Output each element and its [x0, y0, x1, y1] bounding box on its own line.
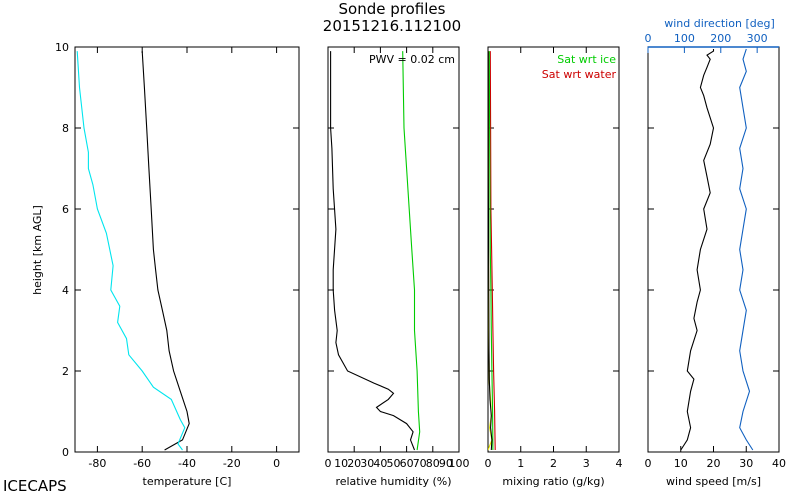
- series-line-4: [488, 51, 493, 451]
- series-line-2: [488, 51, 494, 451]
- panel-4: 0 10 20 30 40 wind speed [m/s] 0 100 200 300 wind …: [645, 17, 787, 488]
- x-tick-label: 20: [347, 457, 361, 470]
- top-x-tick-label: 300: [747, 32, 768, 45]
- x-axis-label: wind speed [m/s]: [666, 475, 761, 488]
- series-line-1: [330, 51, 416, 451]
- y-tick-label: 2: [62, 365, 69, 378]
- x-tick-label: 10: [334, 457, 348, 470]
- x-tick-label: 1: [517, 457, 524, 470]
- series-line-2: [76, 51, 186, 451]
- x-tick-label: 0: [645, 457, 652, 470]
- figure-title-line1: Sonde profiles: [339, 0, 446, 18]
- series-line-1: [489, 51, 496, 451]
- x-tick-label: 80: [426, 457, 440, 470]
- y-tick-label: 4: [62, 284, 69, 297]
- x-tick-label: -80: [88, 457, 106, 470]
- panel-frame: [647, 46, 780, 453]
- x-tick-label: 50: [387, 457, 401, 470]
- x-tick-label: 70: [413, 457, 427, 470]
- panel-frame: [74, 46, 300, 453]
- top-x-tick-label: 100: [674, 32, 695, 45]
- panel-1: 0 2 4 6 8 10 -80 -60 -40 -20 0 temperature [C]: [55, 41, 300, 488]
- series-line-2: [402, 51, 421, 451]
- x-tick-label: 2: [550, 457, 557, 470]
- x-tick-label: 60: [400, 457, 414, 470]
- panel-3: 0 1 2 3 4 mixing ratio (g/kg) Sat wrt ice Sat w…: [485, 46, 623, 488]
- x-tick-label: 100: [449, 457, 470, 470]
- top-x-tick-label: 200: [710, 32, 731, 45]
- series-line-1: [680, 49, 715, 451]
- x-tick-label: 10: [674, 457, 688, 470]
- x-tick-label: 40: [373, 457, 387, 470]
- figure-title-line2: 20151216.112100: [323, 17, 461, 35]
- y-tick-label: 0: [62, 446, 69, 459]
- x-axis-label: relative humidity (%): [335, 475, 451, 488]
- x-tick-label: 0: [325, 457, 332, 470]
- x-tick-label: -60: [133, 457, 151, 470]
- top-axis-label: wind direction [deg]: [664, 17, 775, 30]
- panel-frame: [327, 46, 460, 453]
- y-tick-label: 8: [62, 122, 69, 135]
- x-tick-label: 3: [583, 457, 590, 470]
- y-tick-label: 10: [55, 41, 69, 54]
- series-line-2: [739, 48, 754, 451]
- x-tick-label: -40: [178, 457, 196, 470]
- legend-entry: Sat wrt ice: [557, 53, 616, 66]
- pwv-annotation: PWV = 0.02 cm: [369, 53, 455, 66]
- y-tick-label: 6: [62, 203, 69, 216]
- x-tick-label: 30: [360, 457, 374, 470]
- x-axis-label: mixing ratio (g/kg): [502, 475, 604, 488]
- x-tick-label: 0: [485, 457, 492, 470]
- shared-y-axis-label: height [km AGL]: [31, 205, 44, 295]
- footer-label: ICECAPS: [3, 477, 67, 495]
- x-tick-label: 40: [772, 457, 786, 470]
- x-tick-label: 4: [616, 457, 623, 470]
- legend-entry: Sat wrt water: [542, 68, 617, 81]
- x-tick-label: 90: [439, 457, 453, 470]
- panel-2: 0 20 40 60 80 100 10 30 50 70 90 relative humidity …: [325, 46, 470, 488]
- series-line-1: [141, 51, 190, 451]
- top-x-tick-label: 0: [645, 32, 652, 45]
- x-tick-label: 30: [739, 457, 753, 470]
- x-tick-label: -20: [223, 457, 241, 470]
- panel-frame: [487, 46, 620, 453]
- x-axis-label: temperature [C]: [143, 475, 232, 488]
- x-tick-label: 20: [707, 457, 721, 470]
- x-tick-label: 0: [273, 457, 280, 470]
